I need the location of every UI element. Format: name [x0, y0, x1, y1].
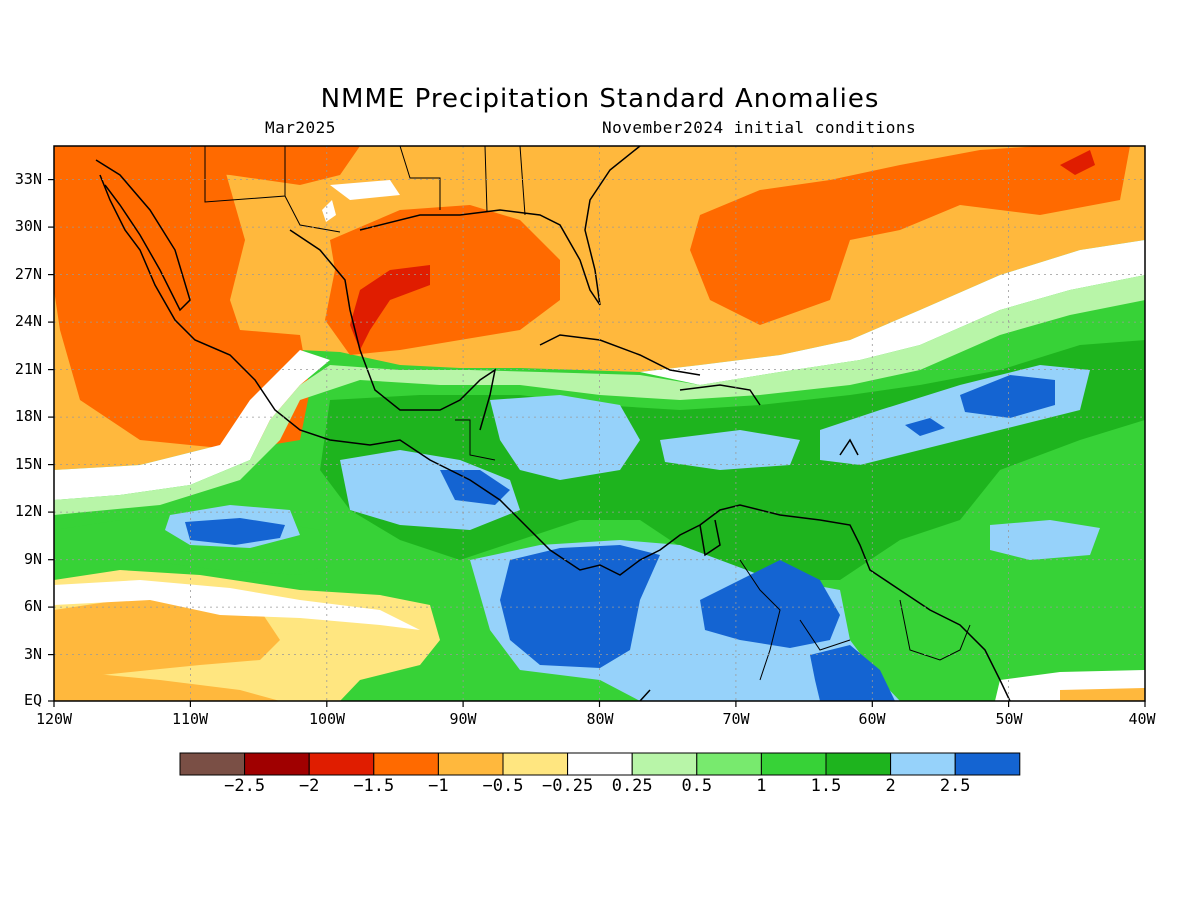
colorbar-label: −2.5	[224, 776, 266, 796]
colorbar-label: 1.5	[810, 776, 842, 796]
white-streak-southwest	[54, 580, 420, 630]
colorbar-swatch-12	[954, 752, 1021, 776]
coastlines	[95, 146, 1011, 701]
lat-label-27n: 27N	[14, 265, 42, 283]
colorbar-label: −1	[428, 776, 449, 796]
lat-label-3n: 3N	[23, 645, 42, 663]
colorbar-label: −1.5	[353, 776, 395, 796]
lon-label-80w: 80W	[586, 710, 614, 728]
colorbar-swatch-2	[308, 752, 375, 776]
colorbar-swatch-6	[567, 752, 633, 776]
lat-label-33n: 33N	[14, 170, 42, 188]
lat-label-15n: 15N	[14, 455, 42, 473]
lon-label-120w: 120W	[35, 710, 73, 728]
lat-label-12n: 12N	[14, 502, 42, 520]
colorbar-swatch-1	[244, 752, 310, 776]
light-blue-region-caribbean	[490, 395, 640, 480]
colorbar-swatch-5	[502, 752, 569, 776]
lon-label-50w: 50W	[995, 710, 1023, 728]
dark-blue-region-south-bottom	[810, 645, 895, 701]
orange-region-southeast	[1060, 688, 1145, 701]
dark-orange-region-west	[54, 146, 310, 450]
lon-label-70w: 70W	[722, 710, 750, 728]
lon-label-100w: 100W	[308, 710, 346, 728]
colorbar-label: −2	[298, 776, 320, 796]
colorbar-label: −0.25	[542, 776, 594, 796]
colorbar-swatch-8	[696, 752, 762, 776]
lat-label-6n: 6N	[23, 597, 42, 615]
lat-label-9n: 9N	[23, 550, 42, 568]
lat-label-30n: 30N	[14, 217, 42, 235]
light-blue-region-east	[990, 520, 1100, 560]
anomaly-field	[54, 146, 1145, 701]
gridlines	[54, 146, 1145, 701]
lon-label-40w: 40W	[1128, 710, 1156, 728]
orange-region-southwest-lower	[54, 670, 280, 701]
axis-ticks	[48, 179, 1146, 707]
colorbar-swatch-4	[437, 752, 504, 776]
dark-blue-region-south-east	[700, 560, 840, 648]
dark-blue-region-west	[185, 518, 285, 545]
initial-conditions-label: November2024 initial conditions	[602, 118, 917, 137]
lat-label-24n: 24N	[14, 312, 42, 330]
colorbar-swatch-9	[760, 752, 827, 776]
colorbar-label: 1	[756, 776, 767, 796]
lat-label-eq: EQ	[23, 691, 42, 709]
white-band-north	[640, 240, 1145, 385]
white-spot-north	[322, 200, 336, 222]
white-streak-atlantic	[330, 180, 400, 200]
lon-label-60w: 60W	[858, 710, 886, 728]
white-band-west	[54, 350, 330, 500]
colorbar-swatch-11	[890, 752, 956, 776]
colorbar-label: 0.5	[681, 776, 713, 796]
lon-label-110w: 110W	[171, 710, 209, 728]
dark-orange-region-gulf	[325, 205, 560, 355]
forecast-month-label: Mar2025	[265, 118, 336, 137]
colorbar	[179, 752, 1021, 776]
dark-blue-region-pacific	[440, 470, 510, 505]
dark-blue-region-caribbean-small	[905, 418, 945, 436]
lat-label-18n: 18N	[14, 407, 42, 425]
dark-orange-region-north	[54, 146, 360, 185]
dark-orange-region-atlantic	[690, 146, 1130, 325]
colorbar-swatch-0	[179, 752, 246, 776]
colorbar-label: 2.5	[939, 776, 971, 796]
colorbar-swatch-7	[631, 752, 698, 776]
colorbar-label: 0.25	[611, 776, 653, 796]
colorbar-label: 2	[885, 776, 896, 796]
colorbar-swatch-3	[373, 752, 439, 776]
borders	[204, 146, 971, 681]
colorbar-swatch-10	[825, 752, 892, 776]
lon-label-90w: 90W	[449, 710, 477, 728]
light-blue-region-central-south	[660, 430, 800, 470]
orange-region-southwest	[54, 600, 280, 680]
colorbar-label: −0.5	[482, 776, 524, 796]
dark-blue-region-atlantic	[960, 375, 1055, 418]
red-region-gulf	[350, 265, 430, 350]
map-title: NMME Precipitation Standard Anomalies	[320, 84, 880, 114]
red-region-atlantic	[1060, 150, 1095, 175]
light-green-band-north	[54, 275, 1145, 515]
lat-label-21n: 21N	[14, 360, 42, 378]
